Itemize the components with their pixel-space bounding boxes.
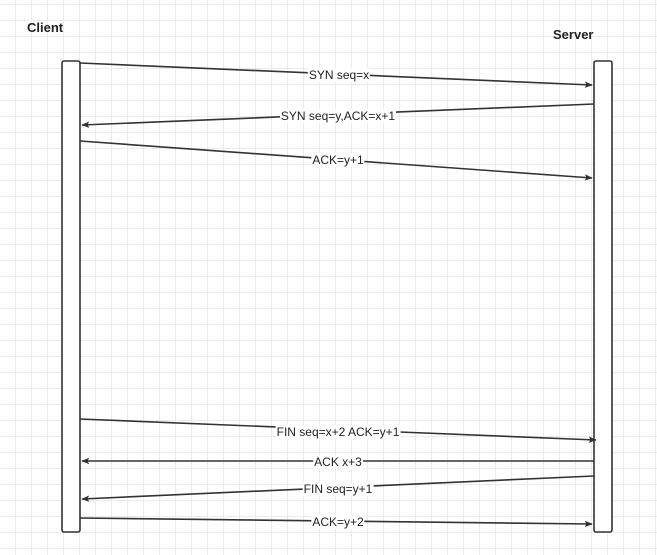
message-label-5: ACK x+3 [313,455,363,469]
server-label: Server [553,27,594,42]
message-label-2: SYN seq=y,ACK=x+1 [279,109,397,123]
client-label: Client [27,20,64,35]
message-label-7: ACK=y+2 [311,515,365,529]
server-lifeline [593,60,613,533]
message-label-6: FIN seq=y+1 [302,482,374,496]
client-lifeline [61,60,81,533]
message-label-3: ACK=y+1 [311,153,365,167]
message-label-4: FIN seq=x+2 ACK=y+1 [275,425,401,439]
message-label-1: SYN seq=x [307,68,371,82]
